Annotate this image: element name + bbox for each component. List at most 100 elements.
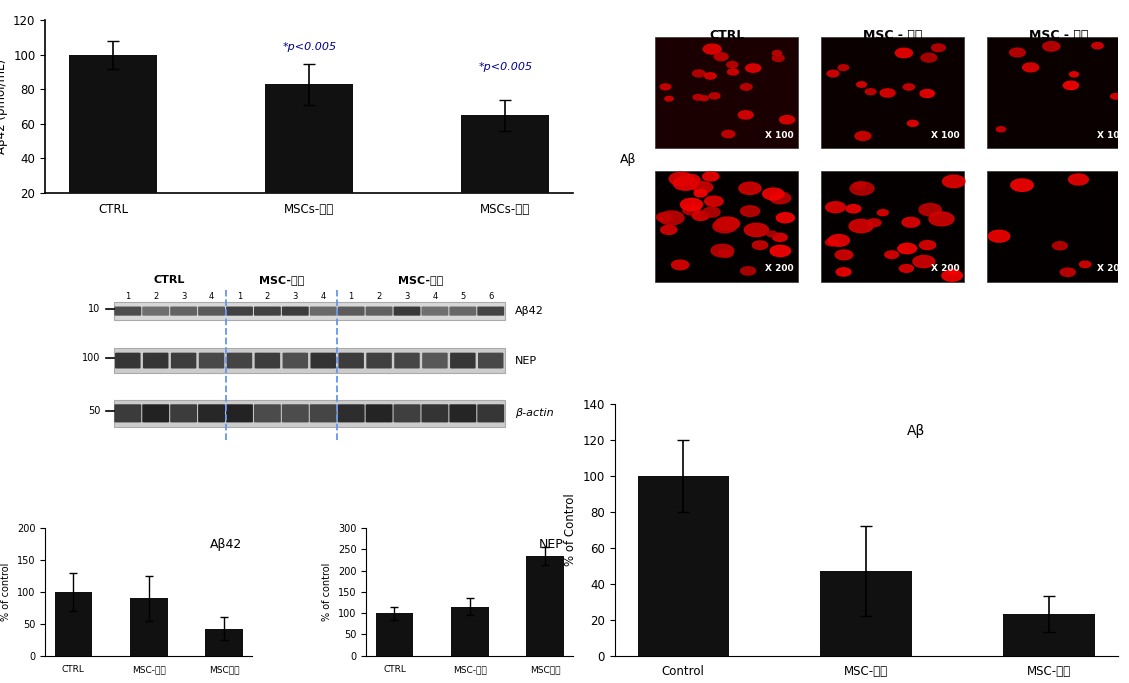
Circle shape: [702, 208, 720, 217]
Circle shape: [902, 217, 920, 227]
Text: X 100: X 100: [764, 131, 794, 140]
Circle shape: [919, 204, 942, 216]
FancyBboxPatch shape: [115, 352, 140, 369]
Bar: [987, 171, 1129, 281]
Circle shape: [885, 251, 899, 258]
FancyBboxPatch shape: [170, 352, 196, 369]
Y-axis label: % of Control: % of Control: [564, 494, 577, 566]
Text: X 200: X 200: [764, 264, 794, 273]
Text: 3: 3: [181, 292, 186, 301]
FancyBboxPatch shape: [227, 352, 252, 369]
Text: X 200: X 200: [930, 264, 960, 273]
Circle shape: [1010, 179, 1033, 191]
Circle shape: [898, 243, 917, 253]
FancyBboxPatch shape: [282, 404, 308, 422]
Circle shape: [656, 213, 672, 221]
Text: 10: 10: [88, 305, 100, 314]
Circle shape: [908, 120, 918, 126]
Circle shape: [672, 260, 689, 270]
Circle shape: [716, 217, 739, 230]
Circle shape: [920, 89, 935, 98]
Bar: [461, 115, 550, 227]
Text: 3: 3: [404, 292, 410, 301]
Bar: [114, 348, 505, 373]
Text: 2: 2: [265, 292, 270, 301]
Text: *p<0.005: *p<0.005: [282, 42, 336, 52]
FancyBboxPatch shape: [366, 404, 393, 422]
Circle shape: [715, 53, 728, 61]
Text: 6: 6: [488, 292, 493, 301]
Circle shape: [738, 182, 761, 195]
Bar: [205, 629, 243, 656]
FancyBboxPatch shape: [309, 404, 336, 422]
FancyBboxPatch shape: [339, 352, 364, 369]
Circle shape: [903, 84, 914, 90]
Circle shape: [1064, 81, 1078, 89]
Circle shape: [1111, 94, 1121, 99]
Circle shape: [989, 230, 1009, 242]
Circle shape: [772, 51, 781, 56]
Text: X 100: X 100: [930, 131, 960, 140]
FancyBboxPatch shape: [366, 307, 393, 316]
FancyBboxPatch shape: [282, 307, 308, 316]
FancyBboxPatch shape: [199, 352, 225, 369]
FancyBboxPatch shape: [421, 404, 448, 422]
Text: 1: 1: [125, 292, 131, 301]
FancyBboxPatch shape: [338, 404, 365, 422]
FancyBboxPatch shape: [198, 404, 225, 422]
Circle shape: [669, 172, 693, 185]
Circle shape: [772, 55, 785, 61]
Circle shape: [692, 211, 709, 221]
Circle shape: [694, 190, 707, 197]
Text: 1: 1: [349, 292, 353, 301]
Text: NEP: NEP: [515, 356, 537, 365]
Circle shape: [947, 269, 959, 275]
Text: β-actin: β-actin: [515, 408, 554, 419]
FancyBboxPatch shape: [170, 404, 198, 422]
FancyBboxPatch shape: [309, 307, 336, 316]
Circle shape: [825, 201, 846, 212]
FancyBboxPatch shape: [255, 352, 280, 369]
Circle shape: [741, 267, 755, 275]
FancyBboxPatch shape: [114, 307, 141, 316]
Circle shape: [900, 264, 913, 273]
Text: 50: 50: [88, 406, 100, 416]
FancyBboxPatch shape: [142, 307, 169, 316]
Circle shape: [857, 82, 866, 87]
Circle shape: [727, 69, 738, 75]
Circle shape: [1092, 42, 1103, 49]
FancyBboxPatch shape: [394, 352, 420, 369]
Text: 2: 2: [376, 292, 382, 301]
Circle shape: [1060, 268, 1075, 277]
Circle shape: [711, 245, 734, 257]
Circle shape: [877, 210, 889, 216]
Text: MSC - 단회: MSC - 단회: [863, 29, 922, 42]
Y-axis label: % of control: % of control: [323, 563, 332, 621]
Text: 4: 4: [209, 292, 215, 301]
Circle shape: [702, 172, 719, 181]
Bar: [69, 55, 157, 227]
Circle shape: [727, 61, 738, 68]
Circle shape: [738, 111, 753, 119]
Bar: [638, 476, 729, 656]
Circle shape: [854, 182, 866, 189]
Circle shape: [881, 89, 895, 97]
FancyBboxPatch shape: [170, 307, 198, 316]
Text: 4: 4: [321, 292, 326, 301]
Circle shape: [673, 177, 698, 190]
Bar: [821, 571, 912, 656]
FancyBboxPatch shape: [114, 404, 141, 422]
Text: 3: 3: [292, 292, 298, 301]
Circle shape: [835, 250, 852, 260]
Circle shape: [850, 182, 874, 195]
Circle shape: [865, 89, 876, 95]
Text: 1: 1: [237, 292, 242, 301]
FancyBboxPatch shape: [478, 307, 505, 316]
Circle shape: [838, 65, 849, 70]
Text: X 200: X 200: [1096, 264, 1126, 273]
FancyBboxPatch shape: [310, 352, 336, 369]
Text: Aβ: Aβ: [620, 153, 636, 166]
Text: 5: 5: [461, 292, 465, 301]
FancyBboxPatch shape: [338, 307, 365, 316]
FancyBboxPatch shape: [478, 404, 505, 422]
